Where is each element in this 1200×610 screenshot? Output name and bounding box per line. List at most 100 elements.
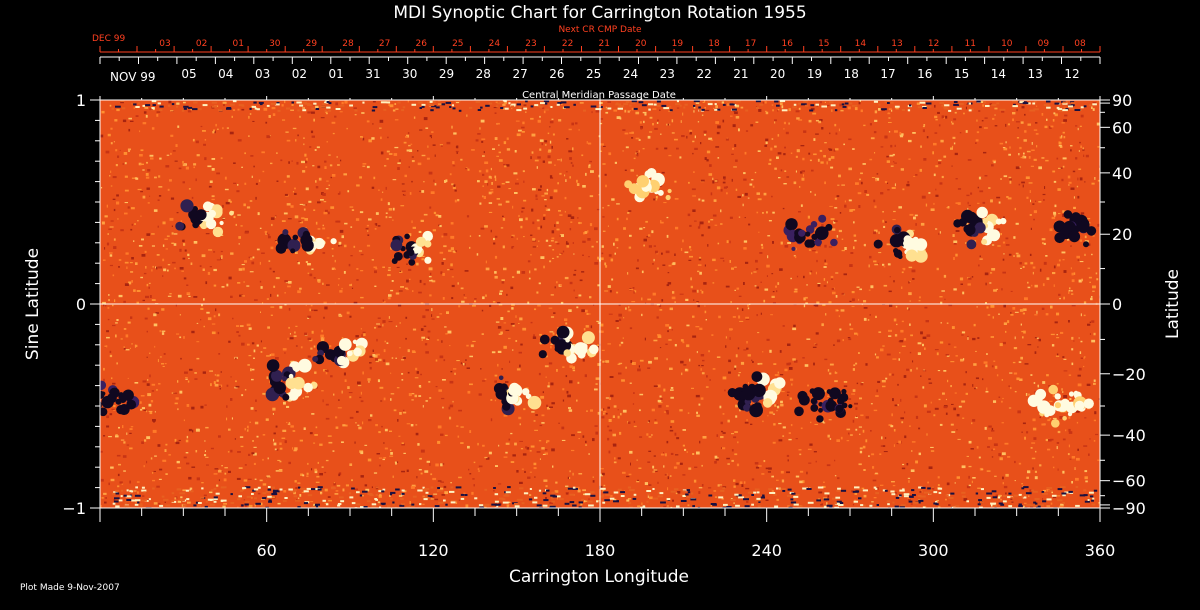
speckle-dot [107,133,111,137]
speckle-dot [316,146,320,149]
speckle-dot [153,502,158,505]
speckle-dot [788,432,791,434]
speckle-dot [379,119,384,123]
speckle-dot [440,463,443,467]
polar-noise-dot [460,493,465,496]
speckle-dot [410,143,413,145]
speckle-dot [314,309,318,312]
speckle-dot [388,321,393,323]
speckle-dot [566,138,569,140]
speckle-dot [1042,193,1046,196]
speckle-dot [206,311,210,314]
speckle-dot [786,176,790,178]
speckle-dot [463,297,467,299]
speckle-dot [180,220,183,224]
speckle-dot [103,435,106,437]
speckle-dot [888,290,892,293]
speckle-dot [1081,278,1083,282]
speckle-dot [500,317,504,320]
polar-noise-dot [213,496,218,499]
speckle-dot [265,121,268,124]
speckle-dot [261,151,265,154]
speckle-dot [333,482,335,484]
speckle-dot [222,505,226,508]
speckle-dot [107,233,109,235]
speckle-dot [655,147,659,150]
speckle-dot [241,264,245,266]
speckle-dot [717,157,720,159]
speckle-dot [967,335,969,338]
speckle-dot [769,411,774,414]
speckle-dot [716,186,721,190]
speckle-dot [708,350,710,353]
speckle-dot [639,409,641,412]
speckle-dot [754,285,757,287]
speckle-dot [976,119,978,122]
speckle-dot [982,104,985,107]
speckle-dot [682,112,684,116]
speckle-dot [638,467,642,469]
speckle-dot [1012,361,1016,364]
speckle-dot [507,506,509,508]
speckle-dot [313,118,315,122]
speckle-dot [963,498,968,502]
speckle-dot [545,376,547,378]
speckle-dot [830,275,834,279]
speckle-dot [207,165,212,168]
speckle-dot [603,408,605,411]
speckle-dot [194,372,197,374]
speckle-dot [1053,265,1056,269]
speckle-dot [235,357,237,360]
speckle-dot [389,455,394,457]
speckle-dot [367,458,372,462]
speckle-dot [852,504,855,506]
polar-noise-dot [755,499,761,502]
speckle-dot [251,452,255,455]
speckle-dot [907,477,911,479]
speckle-dot [165,165,170,168]
speckle-dot [398,290,403,292]
speckle-dot [491,351,496,354]
polar-noise-dot [195,501,199,504]
speckle-dot [259,261,261,265]
speckle-dot [187,380,190,383]
speckle-dot [726,192,728,195]
speckle-dot [1037,346,1039,348]
speckle-dot [490,399,493,401]
speckle-dot [747,307,750,310]
speckle-dot [1019,166,1021,168]
speckle-dot [109,226,114,228]
polar-noise-dot [628,502,632,505]
polar-noise-dot [379,506,382,508]
speckle-dot [796,117,800,120]
speckle-dot [1078,168,1082,170]
speckle-dot [543,214,546,216]
speckle-dot [343,372,346,376]
speckle-dot [1056,157,1059,160]
speckle-dot [128,150,130,152]
speckle-dot [1046,277,1050,280]
speckle-dot [704,133,707,136]
speckle-dot [512,205,514,209]
polar-noise-dot [1033,100,1037,103]
speckle-dot [165,248,168,250]
speckle-dot [408,166,410,168]
polar-noise-dot [510,105,515,108]
polar-noise-dot [841,103,845,106]
cmp-date: 05 [181,67,196,81]
speckle-dot [374,326,377,329]
speckle-dot [692,315,695,318]
polar-noise-dot [297,486,301,489]
speckle-dot [651,434,653,436]
polar-noise-dot [369,494,374,497]
speckle-dot [390,289,394,292]
speckle-dot [689,132,692,135]
speckle-dot [861,382,864,384]
speckle-dot [660,220,662,223]
speckle-dot [752,361,754,363]
speckle-dot [1092,285,1096,289]
speckle-dot [545,485,548,488]
speckle-dot [127,148,131,151]
speckle-dot [327,345,331,348]
speckle-dot [568,409,573,412]
